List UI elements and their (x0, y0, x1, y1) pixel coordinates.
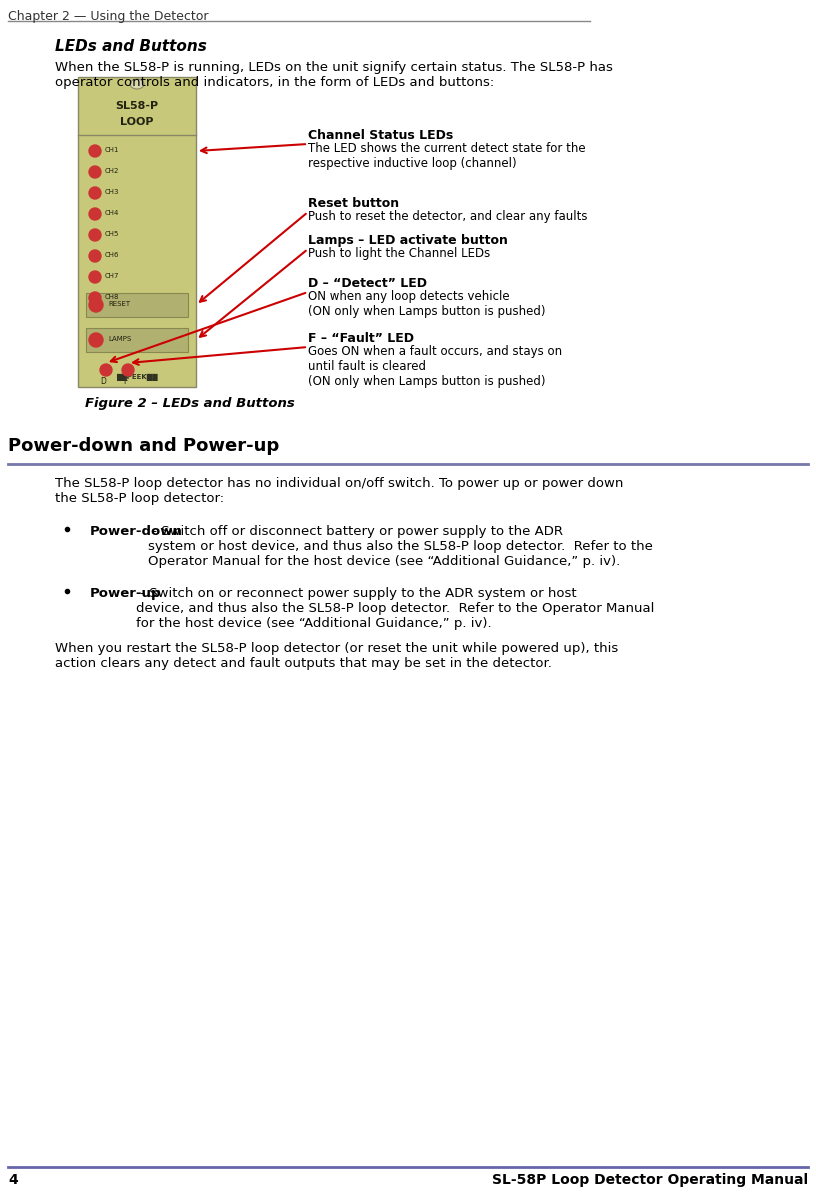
Text: CH3: CH3 (105, 189, 119, 195)
Text: Push to light the Channel LEDs: Push to light the Channel LEDs (308, 247, 490, 260)
Bar (86, 293, 188, 317)
Text: CH8: CH8 (105, 294, 119, 300)
Circle shape (100, 364, 112, 376)
Text: RESET: RESET (108, 300, 130, 306)
Text: LAMPS: LAMPS (108, 336, 131, 342)
Circle shape (89, 166, 101, 178)
Circle shape (122, 364, 134, 376)
Text: When you restart the SL58-P loop detector (or reset the unit while powered up), : When you restart the SL58-P loop detecto… (55, 642, 619, 670)
Text: Power-up: Power-up (90, 587, 162, 600)
Bar (78, 77, 196, 387)
Text: ON when any loop detects vehicle
(ON only when Lamps button is pushed): ON when any loop detects vehicle (ON onl… (308, 290, 546, 318)
Text: Goes ON when a fault occurs, and stays on
until fault is cleared
(ON only when L: Goes ON when a fault occurs, and stays o… (308, 345, 562, 388)
Circle shape (89, 333, 103, 347)
Text: Channel Status LEDs: Channel Status LEDs (308, 129, 453, 142)
Text: LOOP: LOOP (120, 117, 153, 127)
Circle shape (89, 229, 101, 241)
Circle shape (89, 292, 101, 304)
Text: Chapter 2 — Using the Detector: Chapter 2 — Using the Detector (8, 10, 209, 23)
Circle shape (89, 145, 101, 157)
Text: When the SL58-P is running, LEDs on the unit signify certain status. The SL58-P : When the SL58-P is running, LEDs on the … (55, 61, 613, 89)
Circle shape (89, 208, 101, 220)
Text: Power-down and Power-up: Power-down and Power-up (8, 437, 279, 455)
Text: D: D (100, 377, 106, 385)
Text: LEDs and Buttons: LEDs and Buttons (55, 40, 207, 54)
Text: ██PEEK██: ██PEEK██ (116, 373, 157, 381)
Text: F – “Fault” LED: F – “Fault” LED (308, 332, 414, 345)
Text: D – “Detect” LED: D – “Detect” LED (308, 277, 427, 290)
Text: SL-58P Loop Detector Operating Manual: SL-58P Loop Detector Operating Manual (492, 1173, 808, 1187)
Text: The LED shows the current detect state for the
respective inductive loop (channe: The LED shows the current detect state f… (308, 142, 586, 170)
Text: CH5: CH5 (105, 231, 119, 237)
Bar (86, 328, 188, 352)
Text: Push to reset the detector, and clear any faults: Push to reset the detector, and clear an… (308, 209, 588, 223)
Text: 4: 4 (8, 1173, 18, 1187)
Text: CH7: CH7 (105, 273, 119, 279)
Text: CH1: CH1 (105, 147, 119, 153)
Text: Figure 2 – LEDs and Buttons: Figure 2 – LEDs and Buttons (85, 397, 295, 411)
Circle shape (89, 298, 103, 312)
Circle shape (89, 271, 101, 282)
Text: Reset button: Reset button (308, 198, 399, 209)
Text: Power-down: Power-down (90, 525, 183, 537)
Ellipse shape (130, 79, 144, 89)
Text: CH6: CH6 (105, 253, 119, 259)
Text: - Switch off or disconnect battery or power supply to the ADR
system or host dev: - Switch off or disconnect battery or po… (148, 525, 653, 569)
Text: CH4: CH4 (105, 209, 119, 215)
Text: F: F (123, 377, 127, 385)
Text: Lamps – LED activate button: Lamps – LED activate button (308, 233, 508, 247)
Text: - Switch on or reconnect power supply to the ADR system or host
device, and thus: - Switch on or reconnect power supply to… (136, 587, 654, 630)
Text: SL58-P: SL58-P (115, 101, 158, 111)
Text: The SL58-P loop detector has no individual on/off switch. To power up or power d: The SL58-P loop detector has no individu… (55, 476, 623, 505)
Circle shape (89, 250, 101, 262)
Circle shape (89, 187, 101, 199)
Text: CH2: CH2 (105, 168, 119, 174)
